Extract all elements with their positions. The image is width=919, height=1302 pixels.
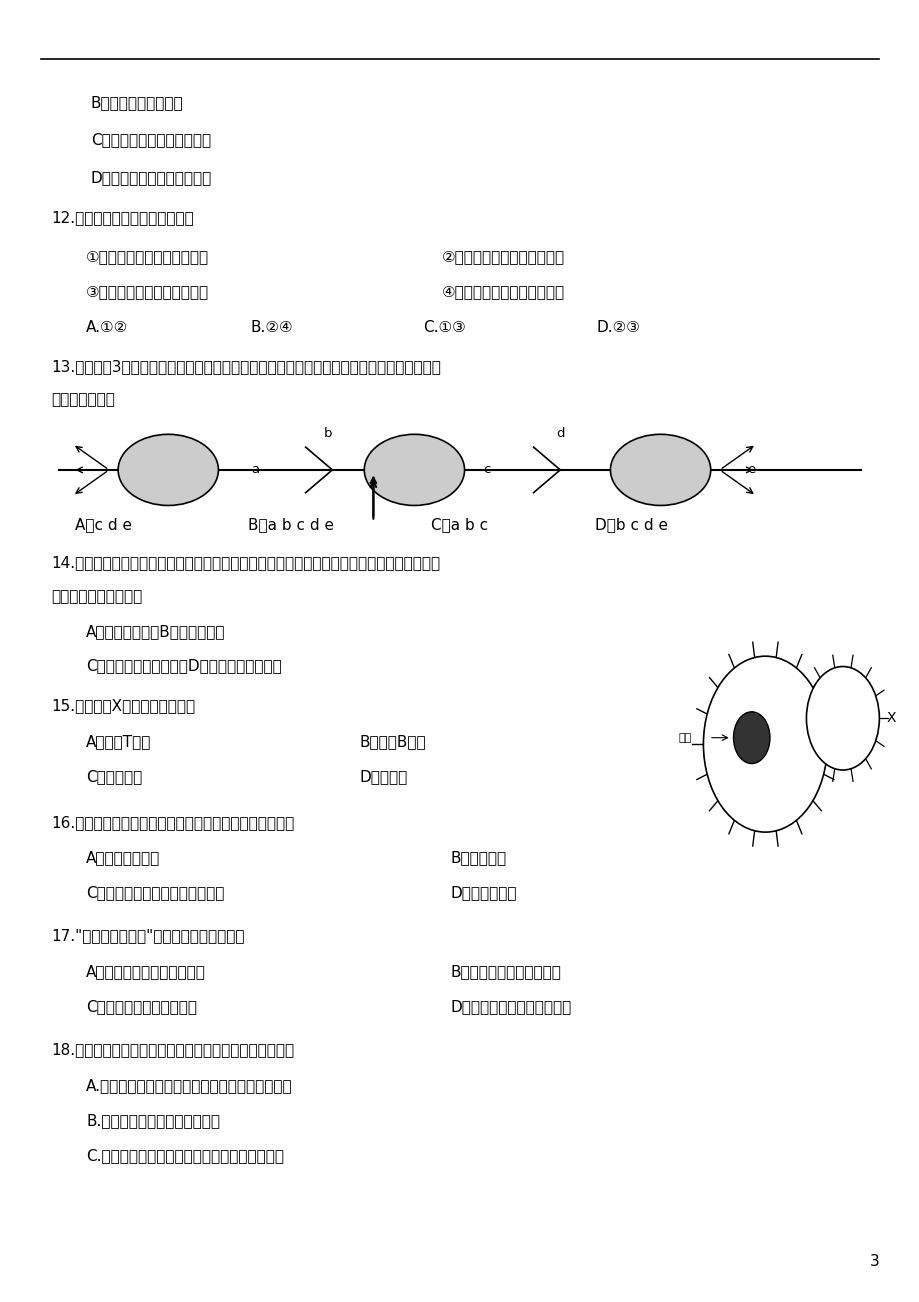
Circle shape — [732, 712, 769, 763]
Circle shape — [703, 656, 826, 832]
Ellipse shape — [364, 435, 464, 505]
Text: 18.下列关于神经元之间信号传递的说法正确的是（　　）: 18.下列关于神经元之间信号传递的说法正确的是（ ） — [51, 1042, 294, 1057]
Text: C.递质的释放必然引起下一个神经元的电位逆转: C.递质的释放必然引起下一个神经元的电位逆转 — [86, 1148, 284, 1163]
Text: 化的是（　　）: 化的是（ ） — [51, 392, 115, 408]
Text: A．c d e: A．c d e — [75, 517, 132, 531]
Text: A．茎的向光侧生长素分布多: A．茎的向光侧生长素分布多 — [86, 965, 206, 979]
Text: A．第一道防线　B．第二道防线: A．第一道防线 B．第二道防线 — [86, 624, 225, 639]
Text: C．吞噬细胞: C．吞噬细胞 — [86, 769, 142, 784]
Text: 病毒: 病毒 — [678, 733, 691, 742]
Text: B.②④: B.②④ — [250, 320, 292, 335]
Text: 3: 3 — [868, 1254, 879, 1269]
Text: 程最相符的是（　　）: 程最相符的是（ ） — [51, 590, 142, 604]
Text: ②生长素在高浓度时抑制生长: ②生长素在高浓度时抑制生长 — [441, 249, 564, 264]
Text: B．a b c d e: B．a b c d e — [248, 517, 335, 531]
Text: 16.下列可以证明生长素生理作用两重性的例子是（　　）: 16.下列可以证明生长素生理作用两重性的例子是（ ） — [51, 815, 294, 831]
Text: B.兴奋经突触传递时不需要能量: B.兴奋经突触传递时不需要能量 — [86, 1113, 220, 1128]
Text: D．芽能产生生长素抑制生根: D．芽能产生生长素抑制生根 — [91, 171, 211, 185]
Text: D．浆细胞: D．浆细胞 — [359, 769, 407, 784]
Text: C．光合作用需要更多的光: C．光合作用需要更多的光 — [86, 999, 197, 1014]
Text: 14.人体受到病原微生物侵染时，体内的巨噬细胞将其吞噬、消化并清除。下列分析与该生理过: 14.人体受到病原微生物侵染时，体内的巨噬细胞将其吞噬、消化并清除。下列分析与该… — [51, 556, 440, 570]
Text: B．效应B细胞: B．效应B细胞 — [359, 734, 425, 749]
Text: B．顶端优势: B．顶端优势 — [450, 850, 506, 866]
Text: D．b c d e: D．b c d e — [595, 517, 667, 531]
Ellipse shape — [610, 435, 710, 505]
Text: D．茎的背地性: D．茎的背地性 — [450, 885, 516, 901]
Text: e: e — [747, 464, 755, 477]
Text: 13.下图表示3个通过突触相连接的神经元。若在箭头处施加一强刺激，则能测到膜内外电位变: 13.下图表示3个通过突触相连接的神经元。若在箭头处施加一强刺激，则能测到膜内外… — [51, 359, 441, 374]
Text: ①生长素在低浓度时促进生长: ①生长素在低浓度时促进生长 — [86, 249, 210, 264]
Text: C．芽能产生生长素促进生根: C．芽能产生生长素促进生根 — [91, 133, 210, 147]
Text: D．茎的背光侧细胞伸长的快: D．茎的背光侧细胞伸长的快 — [450, 999, 572, 1014]
Text: A．植物的向光性: A．植物的向光性 — [86, 850, 160, 866]
Text: a: a — [251, 464, 258, 477]
Text: C．a b c: C．a b c — [430, 517, 487, 531]
Text: A．效应T细胞: A．效应T细胞 — [86, 734, 152, 749]
Text: B．茎的背光侧细胞分裂快: B．茎的背光侧细胞分裂快 — [450, 965, 562, 979]
Text: 15.右图中的X代表的是（　　）: 15.右图中的X代表的是（ ） — [51, 698, 196, 712]
Text: A.①②: A.①② — [86, 320, 129, 335]
Text: b: b — [323, 427, 332, 440]
Text: C.①③: C.①③ — [423, 320, 466, 335]
Text: ③顶芽比侧芽的生命活动旺盛: ③顶芽比侧芽的生命活动旺盛 — [86, 284, 210, 299]
Text: C．针对某种抗原的　　D．通过抗体起作用的: C．针对某种抗原的 D．通过抗体起作用的 — [86, 658, 281, 673]
Text: A.递质由突触前膜释放，作用于突触后膜一直存在: A.递质由突触前膜释放，作用于突触后膜一直存在 — [86, 1078, 292, 1094]
Text: c: c — [483, 464, 491, 477]
Text: 17."朵朵葵花向太阳"的生理基础是（　　）: 17."朵朵葵花向太阳"的生理基础是（ ） — [51, 928, 244, 943]
Text: B．芽能进行光合作用: B．芽能进行光合作用 — [91, 95, 183, 109]
Text: C．生长素集中在生长旺盛的部位: C．生长素集中在生长旺盛的部位 — [86, 885, 224, 901]
Text: X: X — [886, 711, 895, 725]
Circle shape — [806, 667, 879, 769]
Text: ④顶芽容易得到光照促进生长: ④顶芽容易得到光照促进生长 — [441, 284, 564, 299]
Text: 12.顶端优势现象说明了（　　）: 12.顶端优势现象说明了（ ） — [51, 210, 194, 225]
Text: d: d — [555, 427, 564, 440]
Text: D.②③: D.②③ — [596, 320, 640, 335]
Ellipse shape — [118, 435, 218, 505]
